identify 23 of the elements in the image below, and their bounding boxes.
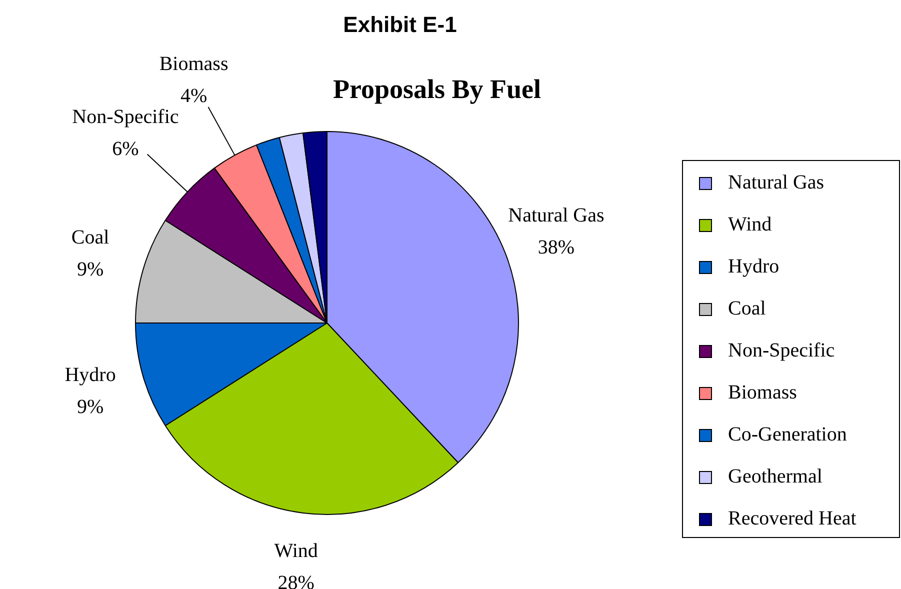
legend-label: Biomass	[728, 381, 798, 404]
legend-label: Co-Generation	[728, 423, 847, 446]
data-label: 38%	[538, 236, 575, 259]
slice-label: Biomass	[159, 52, 228, 75]
data-label: 6%	[112, 138, 139, 160]
legend-label: Natural Gas	[728, 171, 824, 194]
data-label: 9%	[76, 396, 104, 418]
data-label: 4%	[180, 84, 208, 107]
chart-title: Exhibit E-1	[342, 12, 458, 38]
data-label: 9%	[76, 258, 104, 280]
slice-label: Natural Gas	[508, 204, 604, 227]
legend-label: Wind	[728, 213, 772, 236]
slice-label: Coal	[71, 226, 110, 248]
slice-label: Non-Specific	[72, 106, 179, 128]
slice-label: Hydro	[64, 364, 116, 386]
data-label: 28%	[278, 572, 314, 589]
legend-label: Non-Specific	[728, 339, 835, 362]
text: Proposals By Fuel	[332, 74, 542, 105]
legend-label: Coal	[728, 297, 766, 320]
legend-label: Recovered Heat	[728, 507, 857, 530]
legend-label: Hydro	[728, 255, 780, 278]
legend-label: Geothermal	[728, 465, 823, 488]
slice-label: Wind	[274, 540, 318, 562]
